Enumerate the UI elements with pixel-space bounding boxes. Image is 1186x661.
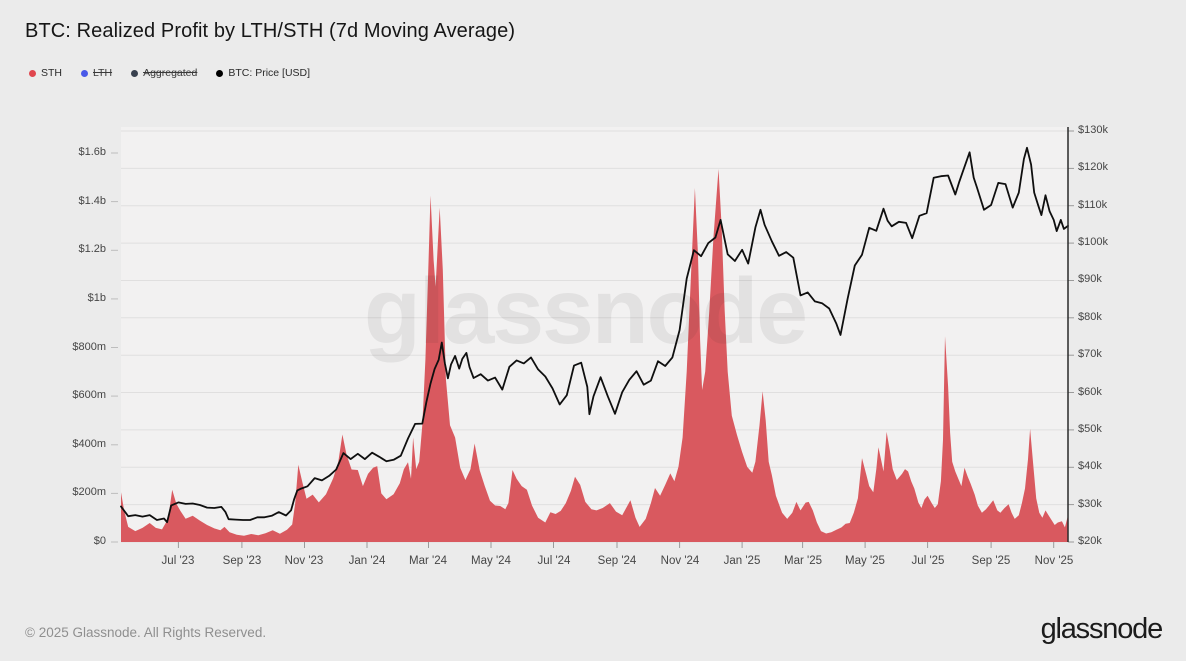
- y-axis-right-label: $30k: [1078, 498, 1102, 510]
- x-axis-label: Sep '25: [971, 555, 1011, 567]
- legend-item-btc-price[interactable]: BTC: Price [USD]: [216, 67, 310, 79]
- y-axis-left-label: $0: [93, 535, 106, 547]
- x-axis-label: Nov '25: [1034, 555, 1074, 567]
- y-axis-right-label: $40k: [1078, 460, 1102, 472]
- y-axis-left-label: $200m: [72, 486, 106, 498]
- copyright-text: © 2025 Glassnode. All Rights Reserved.: [25, 625, 267, 640]
- btc-price-series-dot-icon: [216, 69, 224, 77]
- x-axis-label: Mar '25: [784, 555, 822, 567]
- legend-item-label: LTH: [93, 67, 113, 79]
- sth-area-series: [121, 169, 1068, 542]
- x-axis-label: Sep '23: [222, 555, 262, 567]
- y-axis-right-label: $130k: [1078, 124, 1108, 136]
- x-axis-label: Nov '24: [660, 555, 700, 567]
- x-axis-label: Sep '24: [597, 555, 637, 567]
- y-axis-right-label: $110k: [1078, 199, 1108, 211]
- x-axis-label: May '24: [471, 555, 511, 567]
- x-axis-label: May '25: [845, 555, 885, 567]
- y-axis-left-label: $400m: [72, 438, 106, 450]
- y-axis-right-label: $90k: [1078, 273, 1102, 285]
- legend-item-label: STH: [41, 67, 62, 79]
- y-axis-left-label: $1.6b: [78, 146, 106, 158]
- y-axis-right-label: $50k: [1078, 423, 1102, 435]
- x-axis-label: Mar '24: [409, 555, 447, 567]
- legend-item-sth[interactable]: STH: [29, 67, 62, 79]
- x-axis-label: Jan '25: [723, 555, 761, 567]
- legend: STH LTH Aggregated BTC: Price [USD]: [29, 67, 310, 79]
- x-axis-label: Jan '24: [348, 555, 386, 567]
- y-axis-left-label: $600m: [72, 389, 106, 401]
- y-axis-left-label: $1b: [87, 292, 106, 304]
- legend-item-lth[interactable]: LTH: [81, 67, 112, 79]
- y-axis-right-label: $20k: [1078, 535, 1102, 547]
- x-axis-label: Jul '23: [161, 555, 195, 567]
- sth-series-dot-icon: [29, 69, 36, 77]
- y-axis-right-label: $100k: [1078, 236, 1108, 248]
- legend-item-aggregated[interactable]: Aggregated: [131, 67, 197, 79]
- y-axis-left-label: $800m: [72, 341, 106, 353]
- lth-series-dot-icon: [81, 69, 88, 77]
- btc-price-line-series: [120, 146, 1069, 524]
- y-axis-right-label: $120k: [1078, 161, 1108, 173]
- legend-item-label: BTC: Price [USD]: [228, 67, 311, 79]
- y-axis-left-label: $1.2b: [78, 243, 106, 255]
- y-axis-right-label: $70k: [1078, 348, 1102, 360]
- y-axis-left-label: $1.4b: [78, 195, 106, 207]
- legend-item-label: Aggregated: [143, 67, 198, 79]
- page-title: BTC: Realized Profit by LTH/STH (7d Movi…: [25, 20, 516, 42]
- plot-background: [121, 127, 1068, 542]
- y-axis-right-label: $80k: [1078, 311, 1102, 323]
- aggregated-series-dot-icon: [131, 69, 139, 77]
- x-axis-label: Nov '23: [284, 555, 324, 567]
- y-axis-right-label: $60k: [1078, 386, 1102, 398]
- x-axis-label: Jul '24: [537, 555, 571, 567]
- glassnode-logo: glassnode: [1040, 613, 1164, 645]
- x-axis-label: Jul '25: [911, 555, 945, 567]
